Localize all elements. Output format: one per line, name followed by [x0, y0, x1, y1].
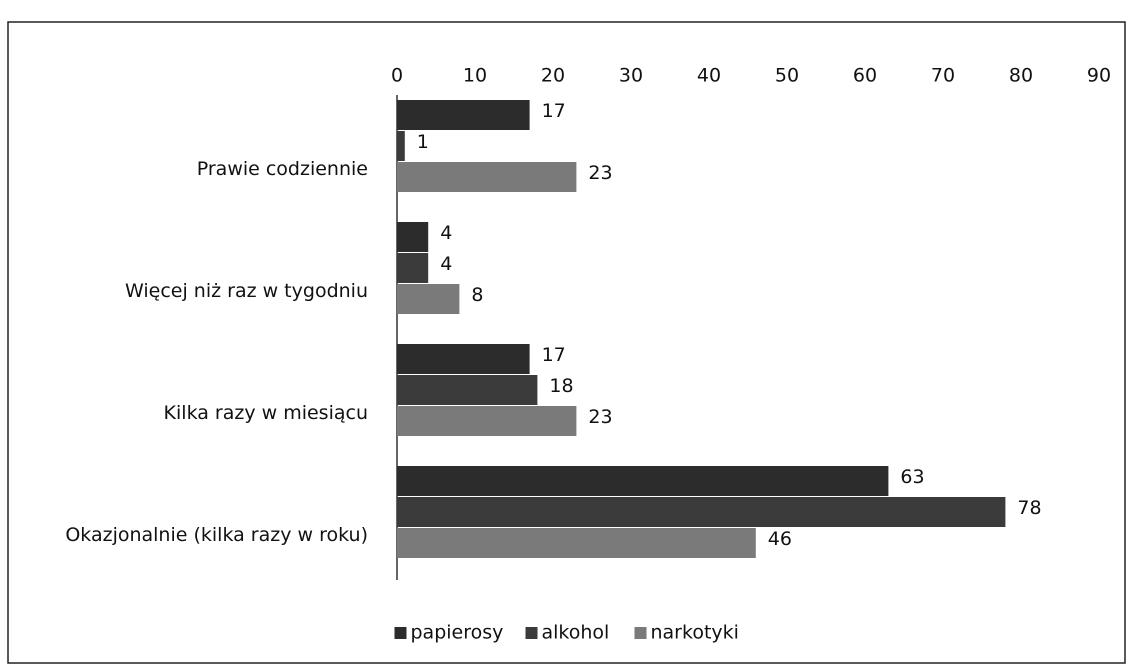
- y-tick-label: Kilka razy w miesiącu: [164, 402, 368, 424]
- y-tick-label: Więcej niż raz w tygodniu: [125, 280, 368, 302]
- x-tick-label: 70: [931, 65, 955, 87]
- data-label: 17: [542, 100, 566, 122]
- bar: [397, 131, 405, 161]
- x-tick-label: 40: [697, 65, 721, 87]
- legend-swatch: [634, 627, 647, 639]
- x-tick-label: 0: [391, 65, 403, 87]
- bar: [397, 528, 756, 558]
- x-tick-label: 30: [619, 65, 643, 87]
- x-tick-label: 80: [1009, 65, 1033, 87]
- bar: [397, 100, 530, 130]
- data-label: 17: [542, 344, 566, 366]
- data-label: 23: [588, 406, 612, 428]
- bar: [397, 222, 429, 252]
- bar: [397, 497, 1006, 527]
- bar: [397, 284, 460, 314]
- x-tick-label: 20: [541, 65, 565, 87]
- x-tick-label: 50: [775, 65, 799, 87]
- data-label: 18: [549, 375, 573, 397]
- data-label: 8: [471, 284, 483, 306]
- y-tick-label: Okazjonalnie (kilka razy w roku): [65, 524, 368, 546]
- data-label: 23: [588, 162, 612, 184]
- legend-label: narkotyki: [651, 622, 739, 644]
- bar: [397, 406, 577, 436]
- x-tick-label: 10: [463, 65, 487, 87]
- bar: [397, 253, 429, 283]
- legend-swatch: [525, 627, 538, 639]
- legend-swatch: [394, 627, 407, 639]
- data-label: 4: [440, 253, 452, 275]
- bar: [397, 466, 889, 496]
- legend-label: papierosy: [411, 622, 504, 644]
- data-label: 4: [440, 222, 452, 244]
- bar: [397, 375, 538, 405]
- data-label: 63: [900, 466, 924, 488]
- bar: [397, 162, 577, 192]
- x-tick-label: 60: [853, 65, 877, 87]
- y-tick-label: Prawie codziennie: [197, 158, 368, 180]
- data-label: 1: [417, 131, 429, 153]
- legend-label: alkohol: [542, 622, 610, 644]
- x-tick-label: 90: [1087, 65, 1111, 87]
- data-label: 78: [1017, 497, 1041, 519]
- bar: [397, 344, 530, 374]
- chart-border: [7, 21, 1126, 664]
- data-label: 46: [768, 528, 792, 550]
